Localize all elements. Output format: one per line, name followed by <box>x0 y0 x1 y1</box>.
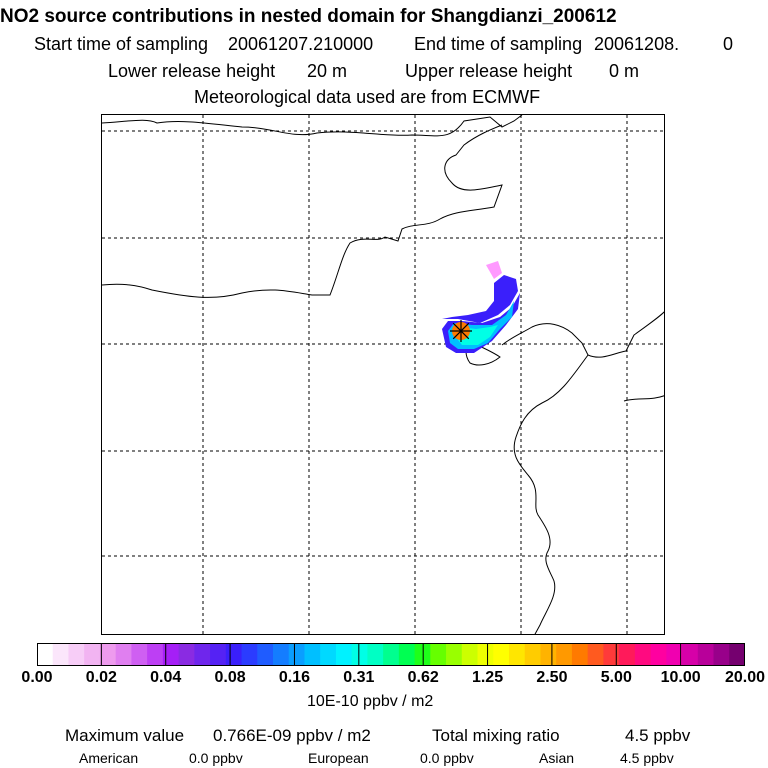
colorbar-tick-label-0: 0.00 <box>21 669 53 686</box>
colorbar-tick-label-6: 0.62 <box>407 669 439 686</box>
colorbar-cell-20 <box>351 643 368 666</box>
colorbar-unit: 10E-10 ppbv / m2 <box>307 693 434 710</box>
colorbar-cell-13 <box>241 643 258 666</box>
end-time-label: End time of sampling <box>414 34 583 54</box>
colorbar-cell-18 <box>320 643 337 666</box>
colorbar-frame <box>37 643 745 666</box>
region-asian-label: Asian <box>539 750 575 766</box>
colorbar-cell-0 <box>37 643 54 666</box>
colorbar-cell-16 <box>288 643 306 666</box>
coastline-bay-lower <box>501 311 664 358</box>
colorbar-tick-label-7: 1.25 <box>471 669 504 686</box>
colorbar-cell-33 <box>556 643 573 666</box>
colorbar-cell-12 <box>225 643 243 666</box>
plume-band-outer <box>442 275 518 323</box>
coastline-east <box>513 354 589 634</box>
met-data-note: Meteorological data used are from ECMWF <box>194 87 541 107</box>
colorbar-tick-lines <box>100 643 682 666</box>
colorbar-tick-label-10: 10.00 <box>660 669 701 686</box>
colorbar-cell-31 <box>524 643 542 666</box>
colorbar-tick-label-8: 2.50 <box>536 669 568 686</box>
colorbar-cell-6 <box>131 643 148 666</box>
colorbar-cell-28 <box>477 643 494 666</box>
region-asian-value: 4.5 ppbv <box>620 750 674 766</box>
colorbar-cell-3 <box>84 643 101 666</box>
region-european-value: 0.0 ppbv <box>420 750 474 766</box>
colorbar-cells <box>37 643 745 666</box>
colorbar-tick-label-3: 0.08 <box>214 669 246 686</box>
colorbar-cell-25 <box>430 643 447 666</box>
colorbar-cell-5 <box>115 643 132 666</box>
region-american-label: American <box>79 750 139 766</box>
colorbar-tick-label-5: 0.31 <box>343 669 375 686</box>
colorbar-cell-32 <box>540 643 557 666</box>
colorbar-cell-26 <box>446 643 463 666</box>
colorbar-cell-39 <box>650 643 667 666</box>
colorbar-cell-21 <box>367 643 384 666</box>
colorbar-cell-41 <box>682 643 699 666</box>
colorbar-cell-19 <box>335 643 353 666</box>
max-value-label: Maximum value <box>65 726 185 745</box>
colorbar-cell-7 <box>147 643 164 666</box>
colorbar-cell-14 <box>257 643 274 666</box>
colorbar-cell-44 <box>729 643 745 666</box>
colorbar-cell-17 <box>304 643 321 666</box>
plume-tail-cell <box>486 261 502 279</box>
colorbar-cell-36 <box>603 643 620 666</box>
total-mixing-value: 4.5 ppbv <box>625 726 691 745</box>
region-american-value: 0.0 ppbv <box>189 750 243 766</box>
chart-title: NO2 source contributions in nested domai… <box>0 6 617 27</box>
total-mixing-label: Total mixing ratio <box>432 726 560 745</box>
end-time-value: 20061208. <box>594 34 680 54</box>
colorbar-cell-43 <box>713 643 730 666</box>
colorbar-tick-label-4: 0.16 <box>278 669 311 686</box>
colorbar-cell-1 <box>52 643 70 666</box>
colorbar-tick-label-11: 20.00 <box>724 669 766 686</box>
colorbar-cell-8 <box>162 643 180 666</box>
colorbar-cell-11 <box>210 643 227 666</box>
upper-release-label: Upper release height <box>405 61 573 81</box>
map-grid <box>102 115 664 634</box>
colorbar-cell-22 <box>383 643 400 666</box>
colorbar-cell-34 <box>571 643 589 666</box>
map-panel <box>101 114 665 635</box>
colorbar-cell-29 <box>493 643 510 666</box>
region-european-label: European <box>308 750 369 766</box>
map-svg <box>102 115 664 634</box>
colorbar-cell-42 <box>697 643 715 666</box>
source-marker <box>450 320 472 342</box>
colorbar-cell-37 <box>619 643 636 666</box>
lower-release-value: 20 m <box>307 61 348 81</box>
upper-release-value: 0 m <box>609 61 640 81</box>
colorbar-cell-35 <box>587 643 604 666</box>
coastline-bay-upper <box>102 124 503 298</box>
colorbar-cell-2 <box>68 643 85 666</box>
colorbar-cell-23 <box>398 643 416 666</box>
colorbar-cell-27 <box>461 643 479 666</box>
colorbar-tick-label-1: 0.02 <box>85 669 117 686</box>
plume-heatmap <box>442 261 520 353</box>
start-time-label: Start time of sampling <box>34 34 209 54</box>
end-time-extra: 0 <box>723 34 734 54</box>
colorbar-cell-10 <box>194 643 211 666</box>
coastline-north <box>102 115 523 137</box>
colorbar <box>37 643 745 666</box>
colorbar-cell-30 <box>509 643 526 666</box>
lower-release-label: Lower release height <box>108 61 276 81</box>
coastline <box>102 115 664 634</box>
colorbar-cell-38 <box>634 643 652 666</box>
source-marker-ray-3 <box>452 322 470 340</box>
start-time-value: 20061207.210000 <box>228 34 374 54</box>
coastline-coast-a <box>623 395 664 402</box>
colorbar-cell-40 <box>666 643 683 666</box>
colorbar-tick-label-2: 0.04 <box>150 669 182 686</box>
colorbar-tick-label-9: 5.00 <box>600 669 632 686</box>
colorbar-cell-4 <box>99 643 117 666</box>
colorbar-cell-9 <box>178 643 195 666</box>
colorbar-cell-15 <box>273 643 290 666</box>
max-value: 0.766E-09 ppbv / m2 <box>213 726 371 745</box>
